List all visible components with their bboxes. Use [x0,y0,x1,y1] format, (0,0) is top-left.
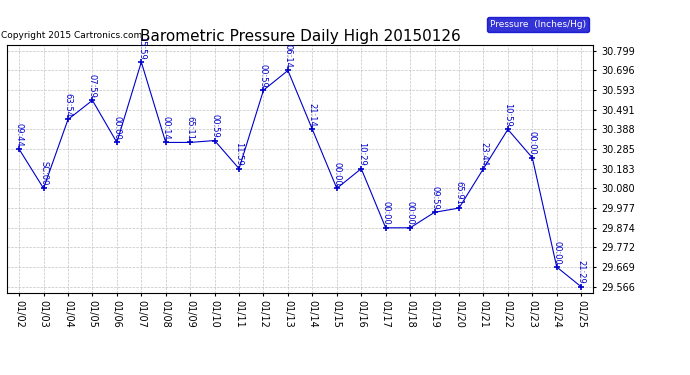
Text: Copyright 2015 Cartronics.com: Copyright 2015 Cartronics.com [1,31,142,40]
Title: Barometric Pressure Daily High 20150126: Barometric Pressure Daily High 20150126 [140,29,460,44]
Text: 00:59: 00:59 [259,64,268,87]
Legend: Pressure  (Inches/Hg): Pressure (Inches/Hg) [487,17,589,32]
Text: 65:91: 65:91 [455,182,464,205]
Text: 00:59: 00:59 [210,114,219,138]
Text: 10:59: 10:59 [504,103,513,127]
Text: 10:29: 10:29 [357,142,366,166]
Text: 63:54: 63:54 [63,93,72,117]
Text: 00:00: 00:00 [381,201,390,225]
Text: 09:59: 09:59 [430,186,439,210]
Text: 00:00: 00:00 [406,201,415,225]
Text: 07:59: 07:59 [88,74,97,98]
Text: 11:59: 11:59 [235,142,244,166]
Text: 21:14: 21:14 [308,103,317,127]
Text: 00:00: 00:00 [552,240,561,264]
Text: 65:11: 65:11 [186,116,195,140]
Text: 23:44: 23:44 [479,142,488,166]
Text: 00:14: 00:14 [161,116,170,140]
Text: 00:00: 00:00 [333,162,342,186]
Text: 00:00: 00:00 [528,131,537,155]
Text: 00:00: 00:00 [112,116,121,140]
Text: 09:44: 09:44 [14,123,23,146]
Text: 06:14: 06:14 [284,44,293,68]
Text: SC:00: SC:00 [39,161,48,186]
Text: 21:29: 21:29 [577,260,586,284]
Text: 15:59: 15:59 [137,36,146,59]
